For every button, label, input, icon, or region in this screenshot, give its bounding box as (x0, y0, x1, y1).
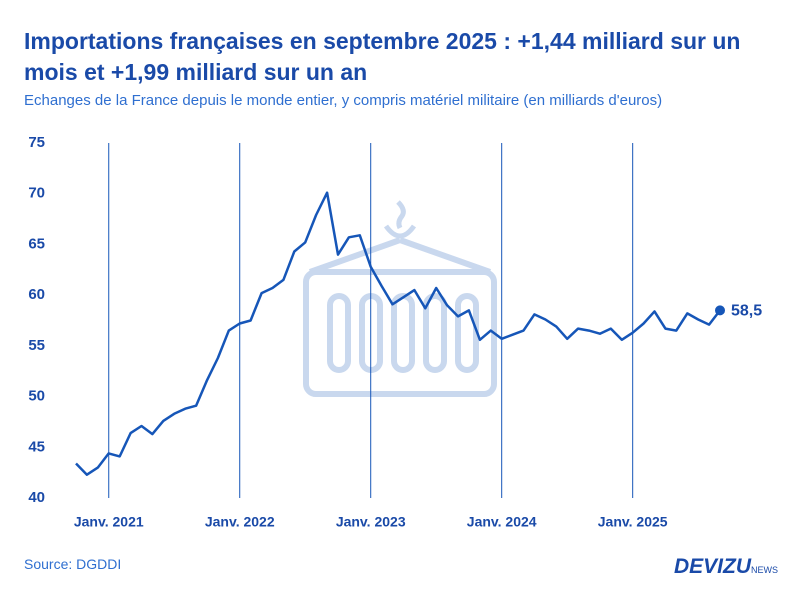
x-tick-label: Janv. 2025 (598, 514, 668, 530)
y-tick-label: 55 (28, 337, 45, 354)
y-tick-label: 70 (28, 185, 45, 202)
data-line (75, 191, 721, 476)
y-tick-label: 75 (28, 134, 45, 151)
y-tick-label: 40 (28, 489, 45, 506)
x-tick-label: Janv. 2021 (74, 514, 144, 530)
brand-suffix: NEWS (751, 565, 778, 575)
y-tick-label: 50 (28, 388, 45, 405)
value-label: 58,5 (731, 303, 762, 320)
y-tick-label: 60 (28, 286, 45, 303)
x-tick-label: Janv. 2022 (205, 514, 275, 530)
source: Source: DGDDI (24, 556, 122, 572)
brand-name: DEVIZU (673, 555, 751, 578)
y-tick-label: 65 (28, 235, 45, 252)
x-tick-label: Janv. 2023 (336, 514, 406, 530)
watermark-icon (303, 200, 497, 397)
chart-title: Importations françaises en septembre 202… (24, 28, 741, 85)
x-tick-label: Janv. 2024 (467, 514, 537, 530)
y-tick-label: 45 (28, 438, 45, 455)
chart-subtitle: Echanges de la France depuis le monde en… (24, 92, 663, 109)
end-point (715, 305, 725, 316)
brand-logo: DEVIZUNEWS (674, 555, 778, 579)
